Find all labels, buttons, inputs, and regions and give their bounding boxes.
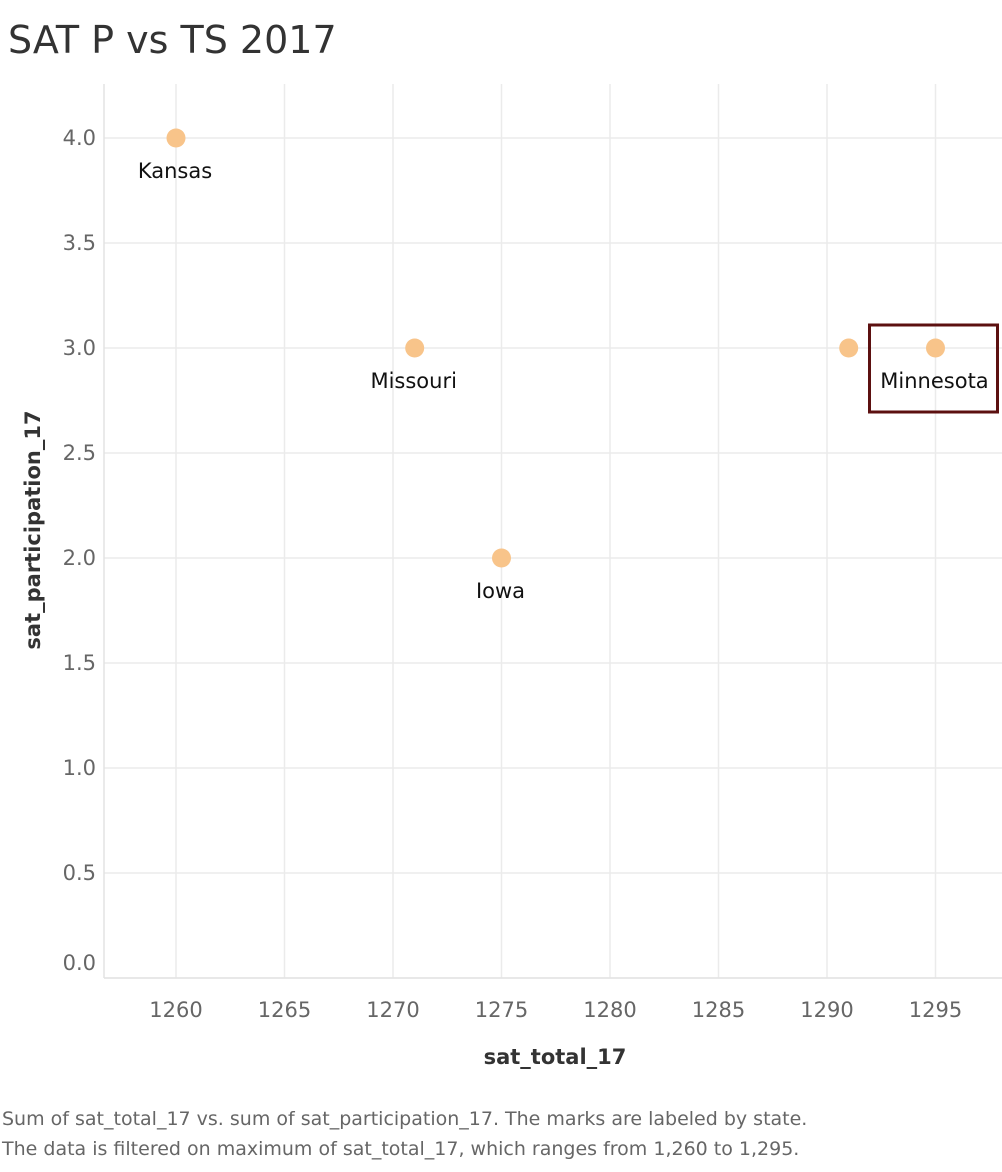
chart-title: SAT P vs TS 2017 bbox=[8, 18, 337, 62]
x-tick-label: 1290 bbox=[800, 998, 853, 1022]
point-labels: Kansas Missouri Iowa Minnesota bbox=[138, 159, 989, 603]
point-label: Kansas bbox=[138, 159, 212, 183]
data-point[interactable] bbox=[166, 128, 186, 148]
y-tick-label: 2.0 bbox=[63, 546, 96, 570]
data-point[interactable] bbox=[839, 338, 859, 358]
y-tick-label: 0.5 bbox=[63, 861, 96, 885]
y-tick-label: 1.0 bbox=[63, 756, 96, 780]
y-tick-label: 4.0 bbox=[63, 126, 96, 150]
x-tick-label: 1275 bbox=[475, 998, 528, 1022]
y-tick-label: 3.5 bbox=[63, 231, 96, 255]
x-tick-label: 1285 bbox=[692, 998, 745, 1022]
y-tick-label: 0.0 bbox=[63, 951, 96, 975]
x-tick-label: 1295 bbox=[909, 998, 962, 1022]
x-tick-label: 1265 bbox=[258, 998, 311, 1022]
y-axis-label: sat_participation_17 bbox=[21, 410, 45, 649]
y-tick-label: 1.5 bbox=[63, 651, 96, 675]
data-points bbox=[166, 128, 999, 568]
chart-caption: Sum of sat_total_17 vs. sum of sat_parti… bbox=[2, 1104, 807, 1164]
x-tick-label: 1260 bbox=[149, 998, 202, 1022]
y-axis-ticks: 0.0 0.5 1.0 1.5 2.0 2.5 3.0 3.5 4.0 bbox=[63, 126, 96, 975]
y-tick-label: 2.5 bbox=[63, 441, 96, 465]
caption-line-2: The data is filtered on maximum of sat_t… bbox=[2, 1138, 800, 1160]
axes bbox=[103, 84, 1002, 979]
data-point[interactable] bbox=[405, 338, 425, 358]
x-tick-label: 1280 bbox=[583, 998, 636, 1022]
point-label: Missouri bbox=[370, 369, 456, 393]
data-point[interactable] bbox=[492, 548, 511, 568]
x-axis-label: sat_total_17 bbox=[484, 1045, 627, 1069]
point-label: Minnesota bbox=[880, 369, 988, 393]
highlight-box bbox=[868, 323, 999, 414]
x-axis-ticks: 1260 1265 1270 1275 1280 1285 1290 1295 bbox=[149, 998, 962, 1022]
gridlines bbox=[104, 84, 1002, 979]
point-label: Iowa bbox=[476, 579, 525, 603]
data-point[interactable] bbox=[926, 338, 945, 358]
scatter-chart: 1260 1265 1270 1275 1280 1285 1290 1295 0.0 0.5 1… bbox=[21, 84, 1002, 1069]
caption-line-1: Sum of sat_total_17 vs. sum of sat_parti… bbox=[2, 1108, 808, 1130]
x-tick-label: 1270 bbox=[366, 998, 419, 1022]
y-tick-label: 3.0 bbox=[63, 336, 96, 360]
